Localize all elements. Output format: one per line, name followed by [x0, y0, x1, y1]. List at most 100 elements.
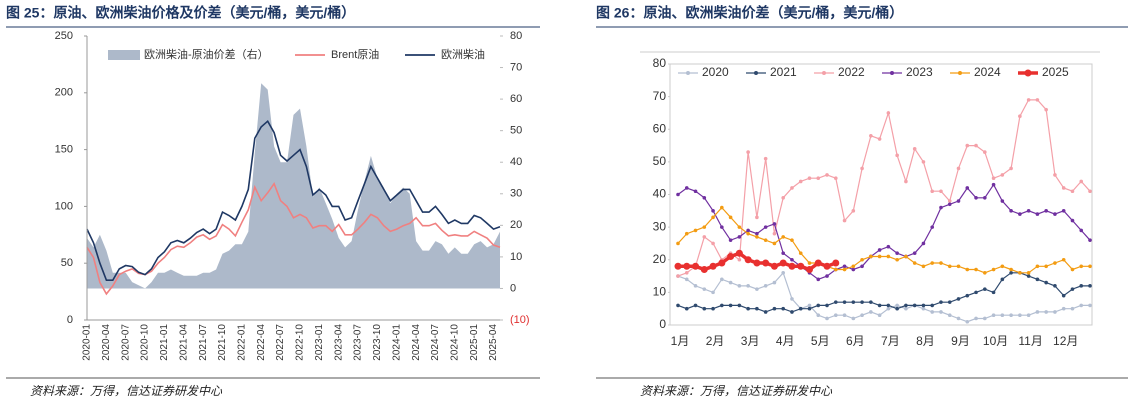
y-tick-label: 100 — [55, 200, 73, 212]
series-marker — [720, 303, 724, 308]
series-marker — [807, 303, 812, 308]
series-marker — [1088, 238, 1092, 242]
series-marker — [763, 284, 768, 288]
series-marker — [1070, 287, 1075, 291]
series-marker — [684, 306, 689, 311]
y-tick-label: 50 — [653, 154, 667, 168]
series-marker — [947, 300, 952, 304]
series-marker — [833, 313, 838, 318]
series-marker — [1009, 166, 1013, 171]
series-marker — [1018, 114, 1022, 118]
series-marker — [753, 259, 761, 267]
y2-tick-label: (10) — [510, 314, 530, 326]
spread-area — [87, 83, 500, 289]
series-marker — [983, 271, 987, 275]
series-marker — [1061, 186, 1066, 190]
series-marker — [746, 231, 750, 236]
series-marker — [877, 137, 882, 141]
y-tick-label: 0 — [67, 314, 73, 326]
series-marker — [921, 241, 926, 246]
series-marker — [1044, 280, 1048, 285]
series-marker — [781, 235, 785, 239]
y2-tick-label: 30 — [510, 188, 522, 200]
series-marker — [684, 277, 689, 282]
series-marker — [877, 248, 882, 252]
series-marker — [770, 262, 778, 270]
series-marker — [737, 303, 742, 308]
series-marker — [823, 262, 831, 270]
x-tick-label: 2021-10 — [217, 324, 228, 361]
series-marker — [974, 316, 978, 321]
series-marker — [921, 160, 926, 164]
y-tick-label: 50 — [61, 257, 73, 269]
series-marker — [860, 300, 864, 304]
legend-label: 欧洲柴油 — [441, 47, 485, 61]
series-marker — [676, 274, 680, 278]
series-marker — [735, 249, 743, 257]
series-marker — [1079, 284, 1084, 288]
y2-tick-label: 0 — [510, 282, 516, 294]
x-tick-label: 2024-04 — [411, 324, 422, 361]
series-marker — [886, 254, 891, 259]
series-marker — [1053, 212, 1057, 216]
series-marker — [746, 306, 750, 311]
series-marker — [676, 241, 680, 246]
series-marker — [702, 225, 707, 229]
series-marker — [895, 153, 899, 158]
series-marker — [807, 306, 812, 311]
series-marker — [702, 235, 707, 239]
series-marker — [921, 264, 926, 269]
series-marker — [895, 251, 899, 256]
series-marker — [728, 215, 733, 220]
series-marker — [930, 303, 935, 308]
series-marker — [1035, 212, 1040, 216]
series-marker — [763, 238, 768, 242]
series-marker — [1026, 271, 1031, 275]
series-marker — [676, 303, 680, 308]
x-tick-label: 1月 — [671, 334, 690, 348]
series-marker — [781, 251, 785, 256]
x-tick-label: 2025-01 — [469, 324, 480, 361]
series-marker — [718, 259, 726, 267]
series-marker — [772, 222, 777, 226]
series-marker — [833, 300, 838, 304]
series-marker — [912, 261, 917, 265]
legend-label: 欧洲柴油-原油价差（右） — [144, 47, 269, 61]
series-marker — [877, 254, 882, 259]
series-marker — [781, 271, 785, 275]
series-marker — [886, 303, 891, 308]
x-tick-label: 2021-04 — [178, 324, 189, 361]
series-marker — [947, 313, 952, 318]
x-tick-label: 2020-07 — [120, 324, 131, 361]
series-marker — [825, 316, 829, 321]
series-marker — [912, 147, 917, 151]
series-marker — [947, 199, 952, 203]
series-marker — [807, 176, 812, 180]
x-tick-label: 2020-10 — [140, 324, 151, 361]
series-marker — [886, 111, 891, 115]
series-marker — [755, 287, 759, 291]
x-tick-label: 3月 — [741, 334, 760, 348]
series-marker — [1088, 284, 1092, 288]
series-marker — [991, 267, 996, 272]
series-marker — [842, 313, 847, 318]
series-marker — [755, 231, 759, 236]
y2-tick-label: 50 — [510, 125, 522, 137]
series-marker — [877, 303, 882, 308]
x-tick-label: 2022-10 — [295, 324, 306, 361]
x-tick-label: 2024-10 — [449, 324, 460, 361]
x-tick-label: 8月 — [916, 334, 935, 348]
series-marker — [851, 264, 856, 269]
series-marker — [709, 262, 717, 270]
series-marker — [991, 176, 996, 180]
series-marker — [895, 303, 899, 308]
series-marker — [833, 176, 838, 180]
y-tick-label: 30 — [653, 219, 667, 233]
series-marker — [860, 257, 864, 262]
series-marker — [939, 310, 943, 314]
series-marker — [904, 306, 908, 311]
series-marker — [1009, 267, 1013, 272]
figure-title: 图 26：原油、欧洲柴油价差（美元/桶，美元/桶） — [596, 5, 903, 21]
x-tick-label: 2023-04 — [333, 324, 344, 361]
series-marker — [781, 195, 785, 200]
